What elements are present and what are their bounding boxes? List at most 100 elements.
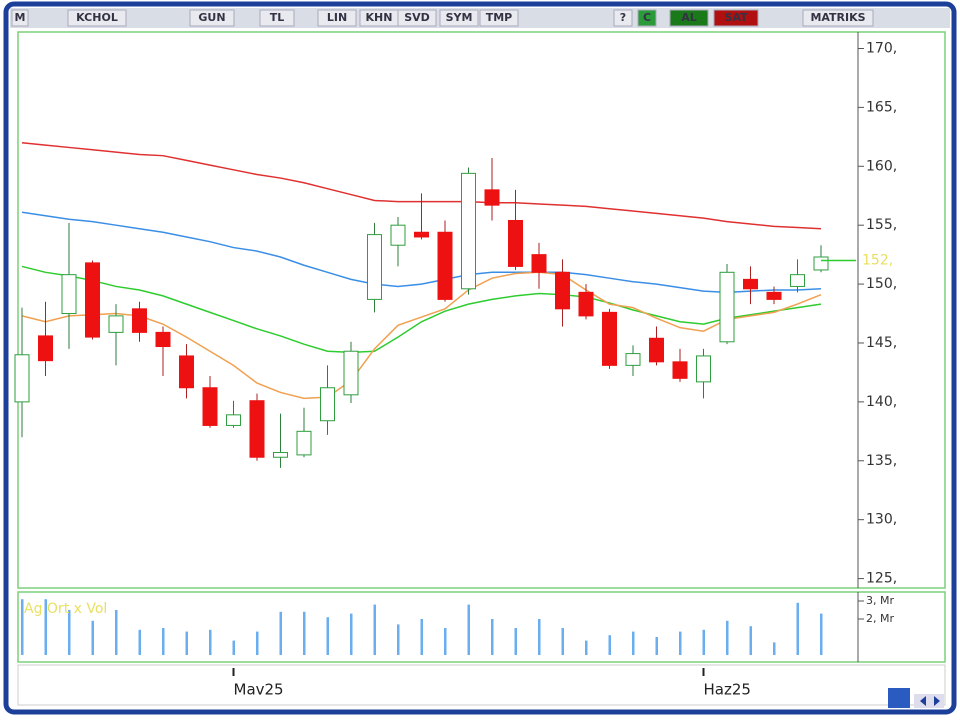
moving-average [21,211,822,294]
candle-body [414,231,429,238]
candle-body [155,331,171,348]
candle-body [790,274,805,287]
candle-body [649,337,664,363]
volume-bar [608,635,611,655]
y-tick-label: 135, [866,453,897,469]
x-tick-label: Haz25 [704,681,751,699]
toolbar-button[interactable] [259,9,295,27]
toolbar-button[interactable] [11,9,29,27]
volume-bar [373,604,376,655]
volume-title: Ag Ort x Vol [24,601,107,617]
price-panel [17,31,946,589]
y-tick-label: 140, [866,394,897,410]
candle-body [578,291,594,317]
y-tick-label: 125, [866,571,897,587]
volume-bar [655,637,658,655]
y-tick-label: 145, [866,335,897,351]
toolbar-label: AL [681,11,697,24]
candle-body [390,224,406,246]
volume-bar [209,629,212,655]
volume-bar [444,628,447,655]
toolbar-button[interactable] [439,9,479,27]
candle-body [202,387,218,426]
volume-bar [749,626,752,655]
volume-bar [679,631,682,655]
volume-bar [162,628,165,655]
volume-bar [561,628,564,655]
volume-bar [773,642,776,655]
volume-bar [326,617,329,655]
candle-body [672,361,688,379]
volume-bar [303,611,306,655]
toolbar-button[interactable] [397,9,437,27]
toolbar-label: TL [270,11,285,24]
candle-body [719,271,735,343]
candle-body [461,172,476,290]
volume-bar [185,631,188,655]
date-strip [17,664,946,706]
candle-body [484,189,500,206]
toolbar-button[interactable] [479,9,519,27]
toolbar-button[interactable] [669,9,709,27]
toolbar-label: SAT [724,11,748,24]
last-price-label: 152, [862,253,893,269]
toolbar-label: ? [620,11,626,24]
scroll-buttons[interactable] [914,694,944,708]
volume-bar [138,629,141,655]
toolbar-button[interactable] [637,9,657,27]
moving-average [21,265,822,354]
candle-body [343,350,359,396]
toolbar-button[interactable] [713,9,759,27]
toolbar-items: M KCHOL GUN TL LIN KHN SVD SYM TMP? C AL SAT MATRIKS [11,9,874,27]
toolbar-button[interactable] [613,9,633,27]
candle-body [743,278,758,290]
toolbar-label: LIN [327,11,347,24]
volume-bar [232,640,235,655]
volume-bar [21,599,24,655]
toolbar-label: KCHOL [76,11,118,24]
toolbar-label: TMP [486,11,513,24]
volume-bar [91,620,94,655]
refresh-button[interactable] [888,688,910,708]
toolbar-button[interactable] [189,9,235,27]
candle-body [14,354,30,403]
candle-body [85,262,100,338]
toolbar-label: M [15,11,26,24]
volume-bar [279,611,282,655]
volume-bar [491,619,494,655]
candle-body [367,234,382,300]
toolbar-label: C [643,11,651,24]
toolbar-label: MATRIKS [810,11,865,24]
volume-bar [256,631,259,655]
candle-body [108,315,124,333]
y-tick-label: 170, [866,40,897,56]
candle-body [296,430,312,456]
toolbar-button[interactable] [317,9,357,27]
volume-bar [632,631,635,655]
candle-body [437,231,453,300]
volume-bar [115,610,118,655]
volume-bar [538,619,541,655]
y-tick-label: 2, Mr [866,612,894,625]
volume-bar [397,624,400,655]
toolbar-button[interactable] [67,9,127,27]
candle-body [320,387,335,422]
candle-body [766,291,782,300]
y-tick-label: 130, [866,512,897,528]
toolbar-label: SVD [404,11,430,24]
y-tick-label: 165, [866,99,897,115]
toolbar-label: KHN [366,11,393,24]
candle-body [602,311,617,366]
volume-bar [420,619,423,655]
volume-panel [17,591,946,663]
toolbar-label: SYM [446,11,473,24]
volume-bar [726,620,729,655]
x-tick-label: Mav25 [234,681,284,699]
scroll-arrows [920,696,940,706]
y-tick-label: 160, [866,158,897,174]
candle-body [132,308,147,333]
toolbar-button[interactable] [802,9,874,27]
volume-bar [44,599,47,655]
volume-bar [350,613,353,655]
moving-average [21,271,822,400]
